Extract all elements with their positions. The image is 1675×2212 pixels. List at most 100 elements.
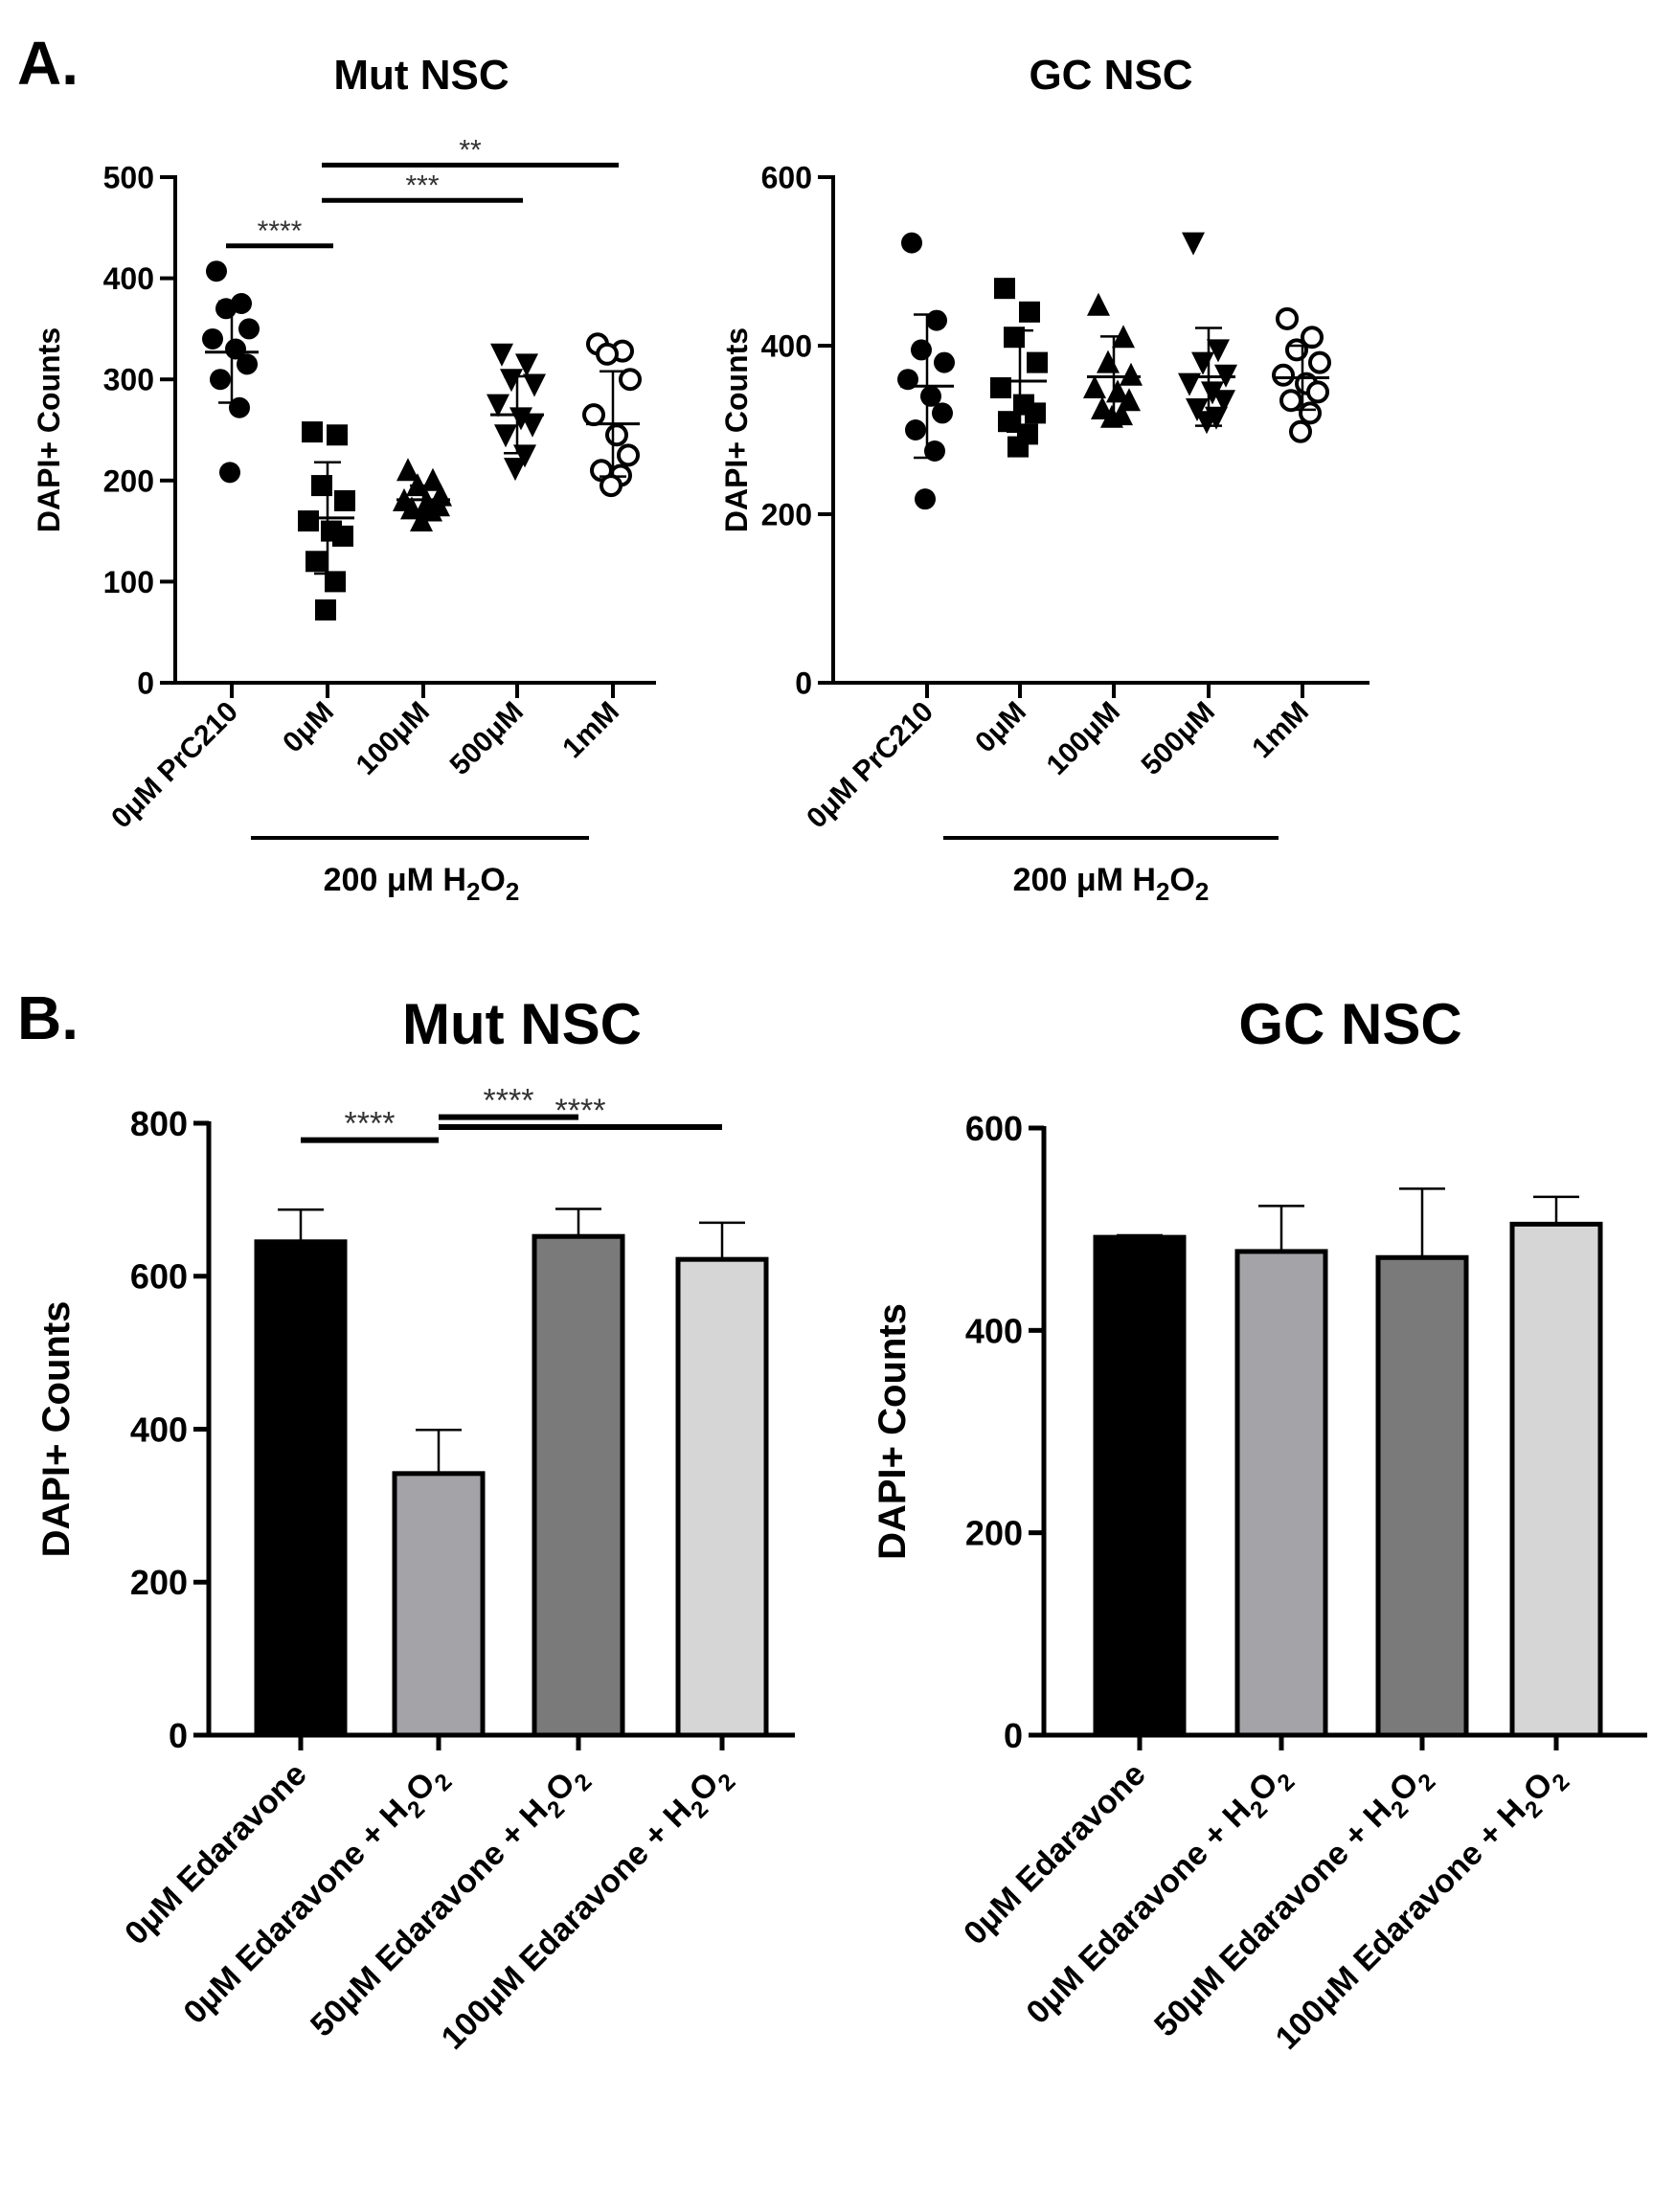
data-point (1308, 350, 1331, 374)
data-point (515, 353, 538, 377)
panel-b-label: B. (17, 983, 79, 1052)
chart-a-gc-nsc: GC NSC 0 200 400 600 DAPI+ Counts 0μM PrC210 0μ… (719, 52, 1369, 906)
data-point (504, 458, 527, 482)
data-point (521, 414, 544, 438)
chart-b-mut-nsc: Mut NSC 0 200 400 600 800 DAPI+ Counts 0μM Edar… (35, 992, 795, 2063)
bar (392, 1471, 486, 1738)
data-point (396, 458, 419, 482)
data-point (1120, 362, 1143, 386)
data-point (334, 489, 355, 511)
data-point (600, 474, 622, 498)
x-tick-label: 0μM (969, 696, 1032, 759)
y-tick-label: 0 (137, 666, 154, 701)
chart-a-mut-nsc: Mut NSC 0 100 200 300 400 500 DAPI+ Counts 0μM P… (32, 52, 656, 906)
data-point (210, 369, 231, 391)
data-point (920, 385, 941, 407)
data-point (932, 402, 953, 424)
bar (1509, 1221, 1603, 1738)
data-point (1083, 375, 1106, 398)
x-tick-label: 100μM Edaravone + H2O2 (435, 1756, 741, 2063)
data-point (513, 444, 536, 468)
data-point (926, 309, 947, 331)
data-point (206, 260, 227, 282)
data-point (605, 423, 628, 447)
bar (254, 1239, 348, 1738)
significance-label: ** (459, 134, 482, 166)
y-tick-label: 0 (795, 666, 812, 701)
y-tick-label: 300 (103, 363, 154, 397)
data-point (1019, 301, 1040, 323)
data-point (494, 424, 517, 448)
data-point (1106, 379, 1129, 403)
data-point (934, 351, 955, 373)
data-point (998, 411, 1019, 433)
data-point (911, 339, 932, 361)
treatment-bracket-label: 200 μM H2O2 (324, 862, 520, 906)
data-point (332, 525, 353, 547)
data-point (1087, 292, 1110, 316)
y-tick-label: 400 (130, 1410, 188, 1449)
x-tick-label: 0μM Edaravone + H2O2 (1019, 1756, 1300, 2037)
x-tick-label: 1mM (556, 696, 625, 765)
significance-label: **** (345, 1106, 396, 1142)
data-point (924, 440, 945, 462)
significance-label: **** (258, 215, 303, 247)
panel-a-label: A. (17, 29, 79, 98)
data-point (905, 419, 926, 440)
y-axis-label: DAPI+ Counts (35, 1301, 78, 1558)
bar (532, 1233, 625, 1738)
y-tick-label: 0 (169, 1716, 188, 1755)
data-point (306, 551, 327, 573)
data-point (915, 488, 936, 510)
x-tick-label: 100μM Edaravone + H2O2 (1269, 1756, 1575, 2063)
y-tick-label: 200 (761, 498, 812, 532)
significance-label: **** (555, 1093, 606, 1129)
y-tick-label: 200 (103, 463, 154, 498)
x-tick-label: 0μM (277, 696, 340, 759)
y-tick-label: 400 (965, 1311, 1023, 1350)
data-point (327, 424, 348, 446)
data-point (225, 338, 246, 360)
data-point (1186, 398, 1209, 421)
bar (1234, 1249, 1328, 1738)
data-point (617, 443, 640, 467)
data-point (619, 368, 642, 392)
bar (1375, 1254, 1469, 1738)
chart-title: GC NSC (1029, 52, 1192, 99)
y-tick-label: 600 (965, 1109, 1023, 1148)
data-point (1182, 232, 1205, 256)
y-tick-label: 500 (103, 161, 154, 195)
data-point (582, 403, 605, 427)
y-axis-label: DAPI+ Counts (32, 327, 66, 532)
data-point (219, 462, 240, 484)
x-tick-label: 500μM (1136, 696, 1221, 781)
data-point (509, 407, 532, 431)
chart-title: Mut NSC (333, 52, 509, 99)
chart-title: GC NSC (1238, 992, 1461, 1056)
data-point (1195, 411, 1218, 435)
x-tick-label: 0μM Edaravone + H2O2 (176, 1756, 457, 2037)
data-point (302, 421, 323, 443)
data-point (1027, 351, 1048, 373)
data-point (1272, 363, 1295, 387)
chart-title: Mut NSC (402, 992, 642, 1056)
data-point (410, 508, 433, 532)
x-tick-label: 100μM (1041, 696, 1126, 781)
data-point (1299, 401, 1322, 425)
data-point (523, 373, 546, 397)
data-point (1025, 402, 1046, 424)
data-point (1306, 380, 1329, 404)
data-point (490, 343, 513, 367)
data-point (1097, 350, 1120, 373)
data-point (500, 369, 523, 393)
data-point (1201, 381, 1224, 405)
data-point (298, 510, 319, 532)
data-point (994, 278, 1015, 300)
x-tick-label: 0μM PrC210 (105, 696, 244, 835)
data-point (487, 394, 509, 418)
treatment-bracket-label: 200 μM H2O2 (1013, 862, 1210, 906)
data-point (1191, 351, 1214, 375)
data-point (1207, 339, 1230, 363)
y-tick-label: 400 (103, 261, 154, 296)
